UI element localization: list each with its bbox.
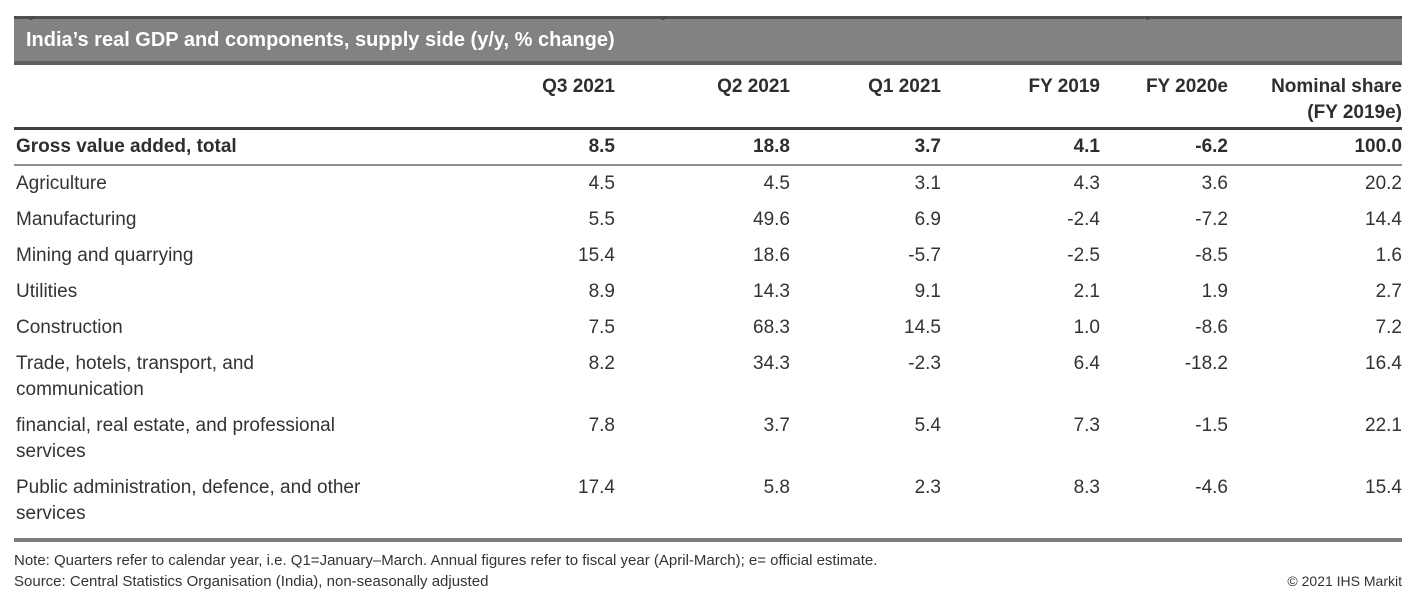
cropped-glyph: y (660, 16, 671, 22)
cell-value: 4.5 (588, 173, 615, 194)
cropped-text-remnant: y y p (0, 16, 1416, 23)
cell-value: 1.9 (1201, 281, 1228, 302)
table-row: Agriculture 4.5 4.5 3.1 4.3 3.6 20.2 (14, 165, 1402, 202)
cell-value: 6.9 (914, 209, 941, 230)
column-header-fy2019: FY 2019 (941, 65, 1100, 130)
cell-value: 4.1 (941, 128, 1100, 166)
cell-value: 8.3 (1073, 477, 1100, 498)
cell-value: 2.3 (914, 477, 941, 498)
cell-value: 7.2 (1375, 317, 1402, 338)
footer-row: Source: Central Statistics Organisation … (14, 573, 1402, 590)
row-label: Mining and quarrying (16, 245, 194, 266)
column-header-nominal-share: Nominal share (FY 2019e) (1228, 65, 1402, 130)
cell-value: -7.2 (1195, 209, 1228, 230)
header-row: Q3 2021 Q2 2021 Q1 2021 FY 2019 FY 2020e… (14, 65, 1402, 130)
cell-value: 8.5 (464, 128, 615, 166)
cell-value: -2.5 (1067, 245, 1100, 266)
cell-value: 8.2 (588, 353, 615, 374)
cell-value: 6.4 (1073, 353, 1100, 374)
cell-value: 18.8 (615, 128, 790, 166)
table-row: Mining and quarrying 15.4 18.6 -5.7 -2.5… (14, 238, 1402, 274)
note-text: Note: Quarters refer to calendar year, i… (14, 552, 878, 569)
cell-value: 4.3 (1073, 173, 1100, 194)
source-text: Source: Central Statistics Organisation … (14, 573, 489, 590)
row-label: Manufacturing (16, 209, 137, 230)
table-title: India’s real GDP and components, supply … (26, 29, 615, 51)
table-row: Utilities 8.9 14.3 9.1 2.1 1.9 2.7 (14, 274, 1402, 310)
cell-value: 18.6 (753, 245, 790, 266)
cell-value: -8.6 (1195, 317, 1228, 338)
column-header-q2-2021: Q2 2021 (615, 65, 790, 130)
cell-value: 20.2 (1365, 173, 1402, 194)
cropped-glyph: p (1145, 16, 1157, 22)
table-row: Trade, hotels, transport, and communicati… (14, 346, 1402, 408)
row-label: Public administration, defence, and othe… (16, 477, 361, 524)
cell-value: 22.1 (1365, 415, 1402, 436)
cell-value: 5.8 (763, 477, 790, 498)
column-header-q3-2021: Q3 2021 (464, 65, 615, 130)
cell-value: 15.4 (1365, 477, 1402, 498)
cell-value: 3.6 (1201, 173, 1228, 194)
cell-value: 7.8 (588, 415, 615, 436)
cell-value: 49.6 (753, 209, 790, 230)
cropped-glyph: y (28, 16, 39, 22)
copyright-text: © 2021 IHS Markit (1287, 573, 1402, 589)
cell-value: 4.5 (763, 173, 790, 194)
cell-value: -2.3 (908, 353, 941, 374)
cell-value: 1.0 (1073, 317, 1100, 338)
row-label: Construction (16, 317, 123, 338)
column-header-line2: (FY 2019e) (1307, 102, 1402, 123)
table-title-bar: India’s real GDP and components, supply … (14, 16, 1402, 65)
cell-value: 15.4 (578, 245, 615, 266)
gdp-components-table: Q3 2021 Q2 2021 Q1 2021 FY 2019 FY 2020e… (14, 65, 1402, 532)
cell-value: -1.5 (1195, 415, 1228, 436)
column-header-line1: Nominal share (1271, 76, 1402, 97)
cell-value: 5.5 (588, 209, 615, 230)
row-label: Utilities (16, 281, 78, 302)
table-panel: India’s real GDP and components, supply … (14, 16, 1402, 590)
cell-value: 1.6 (1375, 245, 1402, 266)
cell-value: 14.5 (904, 317, 941, 338)
cell-value: 7.3 (1073, 415, 1100, 436)
table-row: Public administration, defence, and othe… (14, 470, 1402, 532)
column-header-fy2020e: FY 2020e (1100, 65, 1228, 130)
cell-value: 68.3 (753, 317, 790, 338)
row-label: Trade, hotels, transport, and communicati… (16, 353, 254, 400)
cell-value: 17.4 (578, 477, 615, 498)
cell-value: 5.4 (914, 415, 941, 436)
cell-value: 3.1 (914, 173, 941, 194)
cell-value: 34.3 (753, 353, 790, 374)
cell-value: -2.4 (1067, 209, 1100, 230)
row-label: financial, real estate, and professional… (16, 415, 335, 462)
cell-value: 16.4 (1365, 353, 1402, 374)
table-row: Construction 7.5 68.3 14.5 1.0 -8.6 7.2 (14, 310, 1402, 346)
cell-value: 8.9 (588, 281, 615, 302)
cell-value: 3.7 (790, 128, 941, 166)
bottom-divider (14, 538, 1402, 542)
cell-value: 100.0 (1228, 128, 1402, 166)
cell-value: -18.2 (1184, 353, 1228, 374)
header-empty-cell (14, 65, 464, 130)
cell-value: 2.1 (1073, 281, 1100, 302)
row-label: Gross value added, total (14, 128, 464, 166)
table-row: financial, real estate, and professional… (14, 408, 1402, 470)
cell-value: -6.2 (1100, 128, 1228, 166)
cell-value: 2.7 (1375, 281, 1402, 302)
cell-value: -5.7 (908, 245, 941, 266)
table-row: Manufacturing 5.5 49.6 6.9 -2.4 -7.2 14.… (14, 202, 1402, 238)
cell-value: 7.5 (588, 317, 615, 338)
cell-value: -8.5 (1195, 245, 1228, 266)
cell-value: 14.3 (753, 281, 790, 302)
cell-value: 14.4 (1365, 209, 1402, 230)
cell-value: 9.1 (914, 281, 941, 302)
cell-value: 3.7 (763, 415, 790, 436)
row-label: Agriculture (16, 173, 107, 194)
column-header-q1-2021: Q1 2021 (790, 65, 941, 130)
table-row-total: Gross value added, total 8.5 18.8 3.7 4.… (14, 128, 1402, 166)
cell-value: -4.6 (1195, 477, 1228, 498)
